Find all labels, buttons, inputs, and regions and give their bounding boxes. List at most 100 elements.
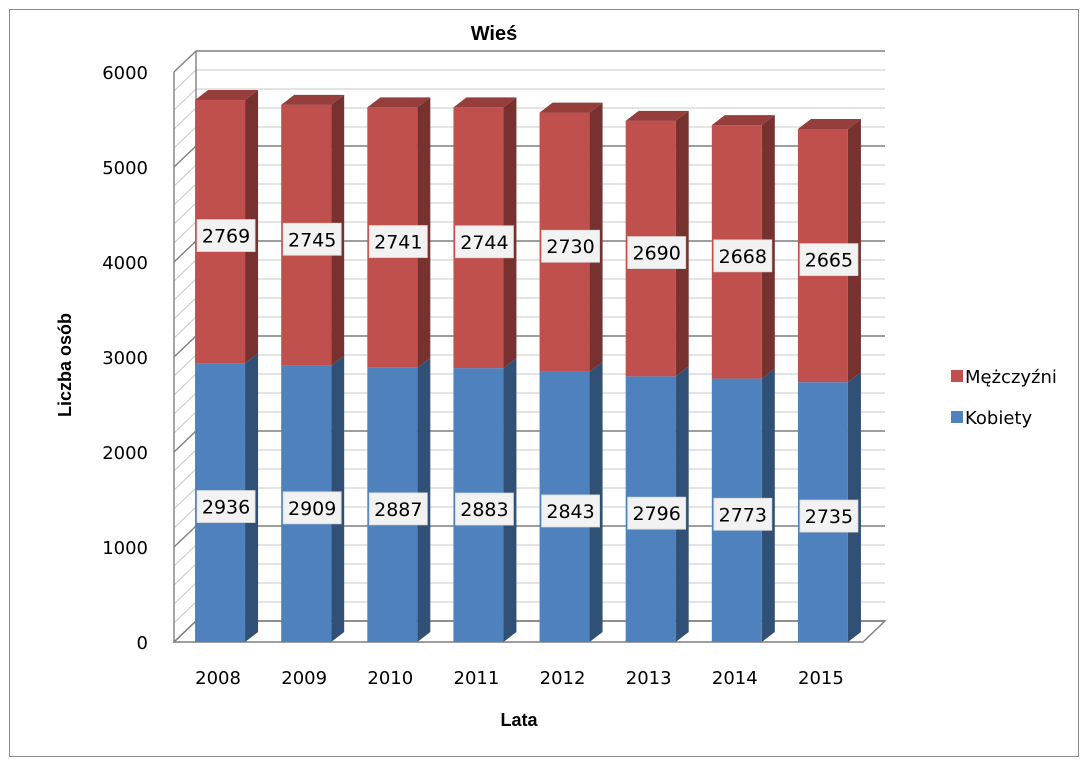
data-label-2008-0: 2936 (196, 490, 256, 523)
x-tick-label: 2010 (367, 668, 413, 689)
data-label-value: 2690 (633, 243, 681, 265)
bar-mczyni-2015-top (797, 119, 861, 129)
data-label-2013-0: 2796 (627, 496, 687, 530)
data-label-2011-1: 2744 (455, 225, 514, 259)
y-tick-label: 2000 (102, 443, 148, 464)
gridline-side (173, 373, 197, 396)
legend-swatch-mezczyzni (951, 370, 963, 382)
stacked-bar-chart: Wieś Liczba osób Lata 2936 2769 2909 2745 28… (55, 23, 1057, 730)
y-axis-title: Liczba osób (55, 313, 75, 417)
data-label-box (627, 496, 687, 530)
x-tick-label: 2013 (626, 668, 672, 689)
bar-mczyni-2014-top (711, 115, 775, 126)
x-tick-label: 2009 (281, 668, 327, 689)
legend-swatch-kobiety (951, 411, 963, 423)
gridline-side (173, 487, 197, 510)
data-label-box (196, 490, 256, 523)
data-label-value: 2745 (288, 229, 336, 251)
gridline-side (173, 468, 197, 491)
data-label-value: 2909 (288, 498, 336, 520)
gridline-side (173, 88, 197, 111)
data-label-box (282, 491, 342, 525)
gridline-side (173, 221, 197, 244)
data-label-value: 2773 (719, 504, 767, 526)
gridlines (172, 50, 887, 643)
gridline-side (173, 392, 197, 415)
data-label-value: 2887 (374, 499, 422, 521)
data-label-box (455, 492, 514, 526)
data-label-2014-1: 2668 (713, 239, 773, 273)
x-tick-label: 2015 (798, 668, 844, 689)
x-tick-label: 2011 (454, 668, 500, 689)
data-label-value: 2665 (805, 250, 853, 272)
data-label-value: 2936 (202, 497, 250, 519)
data-label-value: 2796 (633, 503, 681, 525)
data-label-value: 2843 (546, 501, 594, 523)
data-label-box (368, 492, 428, 526)
gridline-side (173, 297, 197, 320)
chart-title: Wieś (471, 23, 518, 45)
data-label-value: 2883 (460, 499, 508, 521)
x-axis-title: Lata (500, 710, 538, 730)
floor (172, 620, 887, 643)
y-tick-label: 6000 (102, 63, 148, 84)
x-tick-label: 2014 (712, 668, 758, 689)
bar-mczyni-2008-top (195, 90, 259, 101)
gridline-side (173, 354, 197, 377)
legend-label-kobiety: Kobiety (965, 408, 1032, 429)
data-label-value: 2668 (719, 246, 767, 268)
data-label-value: 2735 (805, 506, 853, 528)
y-tick-label: 5000 (102, 158, 148, 179)
data-label-box (799, 243, 859, 276)
data-label-2009-0: 2909 (282, 491, 342, 525)
data-label-box (455, 225, 514, 259)
bar-mczyni-2013-top (625, 110, 689, 121)
data-label-box (713, 239, 773, 273)
gridline-side (173, 525, 197, 548)
data-label-value: 2741 (374, 232, 422, 254)
data-label-box (196, 219, 256, 252)
bar-mczyni-2011-top (453, 97, 517, 108)
gridline-side (173, 449, 197, 472)
gridline-side (173, 240, 197, 263)
data-label-box (541, 494, 600, 528)
bar-mczyni-2010-top (367, 97, 431, 108)
y-tick-label: 0 (137, 633, 148, 654)
bar-mczyni-2009-top (281, 94, 345, 105)
data-label-box (368, 225, 428, 258)
gridline-side (173, 50, 197, 73)
data-labels: 2936 2769 2909 2745 2887 2741 2883 2744 2843 2730… (196, 219, 859, 533)
data-label-2009-1: 2745 (282, 222, 342, 256)
gridline-side (173, 126, 197, 149)
gridline-side (173, 107, 197, 130)
x-tick-label: 2012 (540, 668, 586, 689)
gridline-side (173, 563, 197, 586)
gridline-side (173, 69, 197, 92)
axis-ticks: 0 1000 2000 3000 4000 5000 6000 2008 2009 2010 201… (102, 63, 844, 689)
gridline-side (173, 411, 197, 434)
gridline-side (173, 259, 197, 282)
gridline-side (173, 278, 197, 301)
data-label-2008-1: 2769 (196, 219, 256, 252)
gridline-side (173, 544, 197, 567)
data-label-box (282, 222, 342, 256)
y-tick-label: 3000 (102, 348, 148, 369)
data-label-box (541, 229, 600, 263)
gridline-side (173, 164, 197, 187)
x-tick-label: 2008 (195, 668, 241, 689)
y-tick-label: 1000 (102, 538, 148, 559)
legend: Mężczyźni Kobiety (951, 367, 1057, 429)
data-label-box (799, 499, 859, 533)
data-label-2015-0: 2735 (799, 499, 859, 533)
y-tick-label: 4000 (102, 253, 148, 274)
bars (195, 90, 861, 642)
data-label-2012-0: 2843 (541, 494, 600, 528)
gridline-side (173, 430, 197, 453)
gridline-side (173, 145, 197, 168)
gridline-side (173, 601, 197, 624)
data-label-value: 2769 (202, 226, 250, 248)
data-label-2010-1: 2741 (368, 225, 428, 258)
data-label-2013-1: 2690 (627, 236, 687, 270)
data-label-2014-0: 2773 (713, 497, 773, 531)
data-label-2010-0: 2887 (368, 492, 428, 526)
